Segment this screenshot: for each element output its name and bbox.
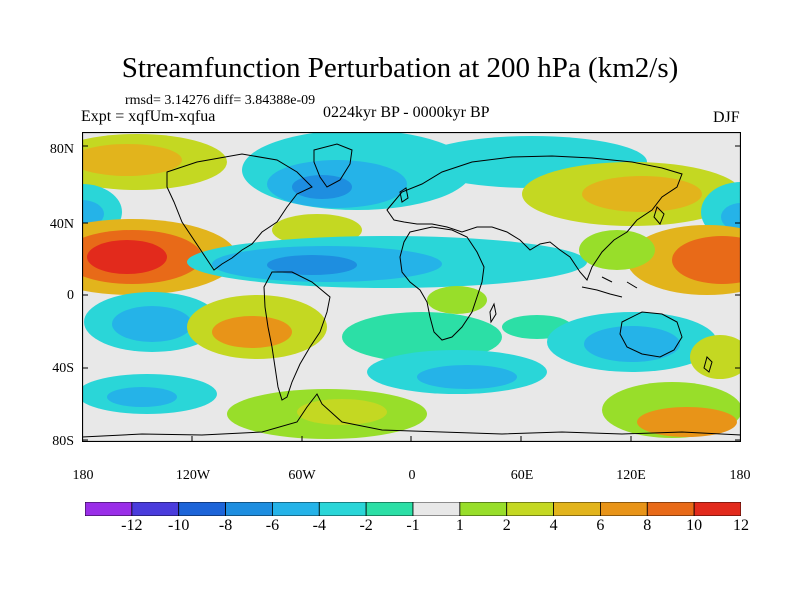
positive-region xyxy=(427,286,487,314)
japan-outline xyxy=(653,206,665,225)
negative-region xyxy=(417,365,517,389)
positive-region xyxy=(690,335,741,379)
colorbar-label: -2 xyxy=(359,517,373,534)
colorbar-swatch xyxy=(225,502,273,516)
antarctica-outline xyxy=(82,393,741,438)
lon-label-120e: 120E xyxy=(616,468,646,483)
colorbar-swatch xyxy=(85,502,133,516)
colorbar-label: 4 xyxy=(549,517,558,534)
continent-outlines xyxy=(82,143,741,438)
colorbar-label: 2 xyxy=(502,517,511,534)
colorbar-label: -6 xyxy=(265,517,280,534)
lon-label-0: 0 xyxy=(408,468,416,483)
colorbar-label: 8 xyxy=(643,517,652,534)
positive-region xyxy=(87,240,167,274)
colorbar-swatch xyxy=(365,502,414,516)
colorbar-swatch xyxy=(693,502,741,516)
colorbar-label: -8 xyxy=(218,517,233,534)
uk-outline xyxy=(399,187,409,203)
colorbar-label: -4 xyxy=(312,517,326,534)
stats-text: rmsd= 3.14276 diff= 3.84388e-09 xyxy=(125,93,316,108)
experiment-label: Expt = xqfUm-xqfua xyxy=(81,108,216,125)
colorbar-swatch xyxy=(178,502,226,516)
season-label: DJF xyxy=(713,109,740,126)
negative-region xyxy=(342,312,502,362)
negative-region xyxy=(721,203,741,231)
colorbar xyxy=(85,502,741,516)
axis-ticks xyxy=(82,145,741,442)
madagascar-outline xyxy=(489,302,497,324)
positive-region xyxy=(637,407,737,437)
negative-region xyxy=(107,387,177,407)
lat-label-80s: 80S xyxy=(52,434,74,449)
lon-label-120w: 120W xyxy=(175,468,211,483)
colorbar-swatch xyxy=(131,502,180,516)
positive-region xyxy=(82,144,182,176)
colorbar-swatch xyxy=(600,502,648,516)
colorbar-swatch xyxy=(506,502,554,516)
lon-label-180w: 180 xyxy=(72,468,94,483)
period-label: 0224kyr BP - 0000kyr BP xyxy=(323,104,490,121)
colorbar-swatch xyxy=(553,502,601,516)
figure-title: Streamfunction Perturbation at 200 hPa (… xyxy=(121,52,679,84)
positive-region xyxy=(297,399,387,425)
contour-fields xyxy=(82,132,741,442)
lat-label-40s: 40S xyxy=(52,361,74,376)
indonesia-outline xyxy=(581,276,638,298)
colorbar-swatch xyxy=(459,502,508,516)
eurasia-outline xyxy=(386,155,683,281)
lat-label-equator: 0 xyxy=(67,288,74,303)
africa-outline xyxy=(399,226,485,341)
negative-region xyxy=(112,306,192,342)
greenland-outline xyxy=(313,143,353,188)
positive-region xyxy=(579,230,655,270)
new-zealand-outline xyxy=(703,356,713,373)
negative-region xyxy=(292,175,352,199)
positive-region xyxy=(212,316,292,348)
north-america-outline xyxy=(166,153,313,271)
australia-outline xyxy=(619,311,683,358)
lon-label-180e: 180 xyxy=(729,468,751,483)
colorbar-label: 6 xyxy=(596,517,605,534)
colorbar-label: 12 xyxy=(733,517,749,534)
lon-label-60e: 60E xyxy=(510,468,534,483)
colorbar-swatch xyxy=(412,502,461,516)
colorbar-swatch xyxy=(272,502,320,516)
positive-region xyxy=(582,176,702,212)
colorbar-label: 1 xyxy=(455,517,464,534)
colorbar-label: -1 xyxy=(406,517,420,534)
negative-region xyxy=(267,255,357,275)
colorbar-label: 10 xyxy=(686,517,703,534)
colorbar-swatch xyxy=(646,502,695,516)
colorbar-label: -10 xyxy=(168,517,190,534)
lat-label-80n: 80N xyxy=(49,142,74,157)
colorbar-swatch xyxy=(318,502,367,516)
negative-region xyxy=(584,326,680,362)
lat-label-40n: 40N xyxy=(49,217,74,232)
streamfunction-map xyxy=(82,132,741,442)
south-america-outline xyxy=(263,271,331,401)
positive-region xyxy=(672,236,741,284)
colorbar-label: -12 xyxy=(121,517,143,534)
lon-label-60w: 60W xyxy=(288,468,316,483)
